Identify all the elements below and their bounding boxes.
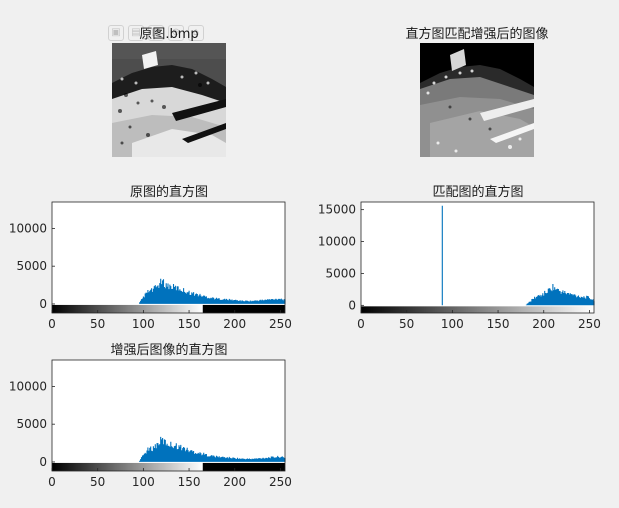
y-tick-label: 0 [39,455,47,469]
enhanced-image [420,43,534,157]
x-tick-label: 250 [269,317,292,330]
x-tick-label: 50 [90,475,105,488]
colorbar-black [202,304,285,313]
x-tick-label: 200 [532,317,555,330]
x-tick-label: 0 [357,317,365,330]
x-tick-label: 50 [90,317,105,330]
x-tick-label: 100 [132,475,155,488]
colorbar [361,306,594,313]
histogram-bars [441,205,595,306]
hist3-title: 增强后图像的直方图 [110,343,228,358]
x-tick-label: 200 [223,317,246,330]
y-tick-label: 5000 [16,417,47,431]
x-tick-label: 250 [269,475,292,488]
y-tick-label: 5000 [16,259,47,273]
y-tick-label: 15000 [318,203,356,217]
x-tick-label: 150 [178,317,201,330]
hist2-axes: 0 5000 10000 15000 0 50 100 150 200 250 [318,201,601,330]
x-tick-label: 250 [578,317,601,330]
colorbar [52,304,203,313]
x-tick-label: 0 [48,475,56,488]
home-icon[interactable]: ⌂ [188,25,204,41]
x-tick-label: 150 [487,317,510,330]
hist2-title: 匹配图的直方图 [432,185,524,200]
hist3-axes: 0 5000 10000 0 50 100 150 200 250 [9,359,292,488]
y-tick-label: 10000 [318,235,356,249]
colorbar-black [202,462,285,471]
axes-box [51,201,286,314]
hist1-axes: 0 5000 10000 0 50 100 150 200 250 [9,201,292,330]
print-icon[interactable]: ▥ [148,25,164,41]
x-tick-label: 50 [399,317,414,330]
histogram-bars [139,436,286,462]
x-tick-label: 100 [441,317,464,330]
figure-toolbar: ▣ ▤ ▥ ⊕ ⌂ [108,20,226,41]
open-icon[interactable]: ▤ [128,25,144,41]
axes-box [360,201,595,314]
original-image [112,43,226,157]
axes-box [51,359,286,472]
save-icon[interactable]: ▣ [108,25,124,41]
image2-title: 直方图匹配增强后的图像 [405,27,549,42]
hist1-title: 原图的直方图 [129,185,208,200]
image1-title: 原图.bmp [139,27,199,42]
y-tick-label: 10000 [9,221,47,235]
histogram-bars [139,278,286,304]
y-tick-label: 0 [348,298,356,312]
colorbar [52,462,203,471]
x-tick-label: 150 [178,475,201,488]
zoom-icon[interactable]: ⊕ [168,25,184,41]
x-tick-label: 200 [223,475,246,488]
y-tick-label: 0 [39,297,47,311]
y-tick-label: 5000 [325,266,356,280]
x-tick-label: 0 [48,317,56,330]
x-tick-label: 100 [132,317,155,330]
y-tick-label: 10000 [9,379,47,393]
